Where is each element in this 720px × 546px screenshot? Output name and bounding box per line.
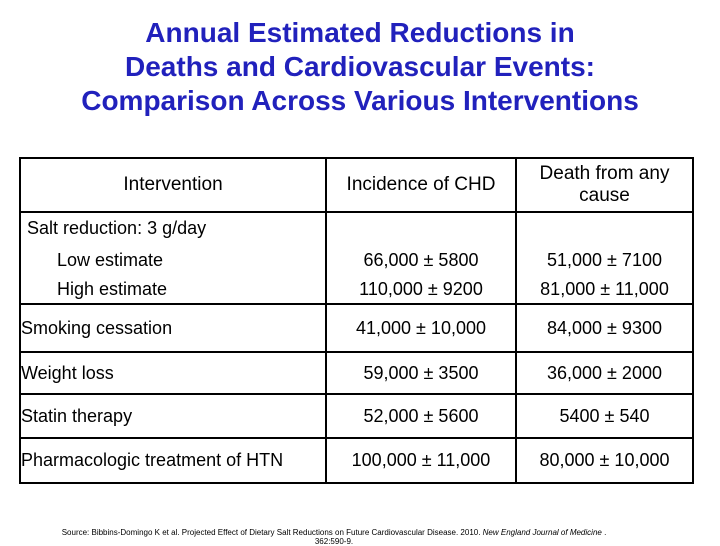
row-label: Smoking cessation: [19, 303, 327, 353]
chd-value: 41,000 ± 10,000: [325, 303, 517, 353]
salt-low-chd-value: 66,000 ± 5800: [363, 249, 479, 270]
row-label: Statin therapy: [19, 393, 327, 439]
salt-group-label: Salt reduction: 3 g/day: [27, 218, 207, 238]
salt-high-death-value: 81,000 ± 11,000: [540, 279, 669, 299]
title-line-1: Annual Estimated Reductions in: [145, 17, 575, 48]
table-row-statin-therapy: Statin therapy 52,000 ± 5600 5400 ± 540: [19, 393, 694, 439]
title-line-2: Deaths and Cardiovascular Events:: [125, 51, 595, 82]
salt-low-death-value: 51,000 ± 7100: [547, 249, 662, 270]
empty-cell: [517, 213, 692, 244]
death-value: 84,000 ± 9300: [515, 303, 694, 353]
chd-value: 52,000 ± 5600: [325, 393, 517, 439]
table-row-salt-reduction-group: Salt reduction: 3 g/day Low estimate Hig…: [19, 211, 694, 305]
source-citation: Source: Bibbins-Domingo K et al. Project…: [14, 528, 654, 546]
death-value: 36,000 ± 2000: [515, 351, 694, 395]
slide-title: Annual Estimated Reductions in Deaths an…: [0, 16, 720, 118]
salt-group-label-cell: Salt reduction: 3 g/day Low estimate Hig…: [19, 211, 327, 305]
table-header-row: Intervention Incidence of CHD Death from…: [19, 157, 694, 213]
salt-group-death-cell: 51,000 ± 7100 81,000 ± 11,000: [515, 211, 694, 305]
interventions-table: Intervention Incidence of CHD Death from…: [19, 157, 694, 484]
table-row-weight-loss: Weight loss 59,000 ± 3500 36,000 ± 2000: [19, 351, 694, 395]
col-header-intervention: Intervention: [19, 157, 327, 213]
title-line-3: Comparison Across Various Interventions: [81, 85, 639, 116]
citation-volume-pages: 362:590-9.: [314, 537, 354, 546]
row-label: Pharmacologic treatment of HTN: [19, 437, 327, 484]
citation-journal-name: New England Journal of Medicine: [482, 528, 602, 537]
salt-high-estimate-label: High estimate: [57, 279, 168, 299]
col-header-incidence-chd: Incidence of CHD: [325, 157, 517, 213]
chd-value: 100,000 ± 11,000: [325, 437, 517, 484]
col-header-death-any-cause: Death from any cause: [515, 157, 694, 213]
salt-low-estimate-label: Low estimate: [57, 249, 164, 270]
death-value: 5400 ± 540: [515, 393, 694, 439]
salt-group-chd-cell: 66,000 ± 5800 110,000 ± 9200: [325, 211, 517, 305]
death-value: 80,000 ± 10,000: [515, 437, 694, 484]
chd-value: 59,000 ± 3500: [325, 351, 517, 395]
citation-suffix: .: [601, 528, 607, 537]
empty-cell: [327, 213, 515, 244]
row-label: Weight loss: [19, 351, 327, 395]
table-row-pharmacologic-htn: Pharmacologic treatment of HTN 100,000 ±…: [19, 437, 694, 484]
citation-text: Source: Bibbins-Domingo K et al. Project…: [61, 528, 483, 537]
table-row-smoking-cessation: Smoking cessation 41,000 ± 10,000 84,000…: [19, 303, 694, 353]
salt-high-chd-value: 110,000 ± 9200: [359, 279, 483, 299]
